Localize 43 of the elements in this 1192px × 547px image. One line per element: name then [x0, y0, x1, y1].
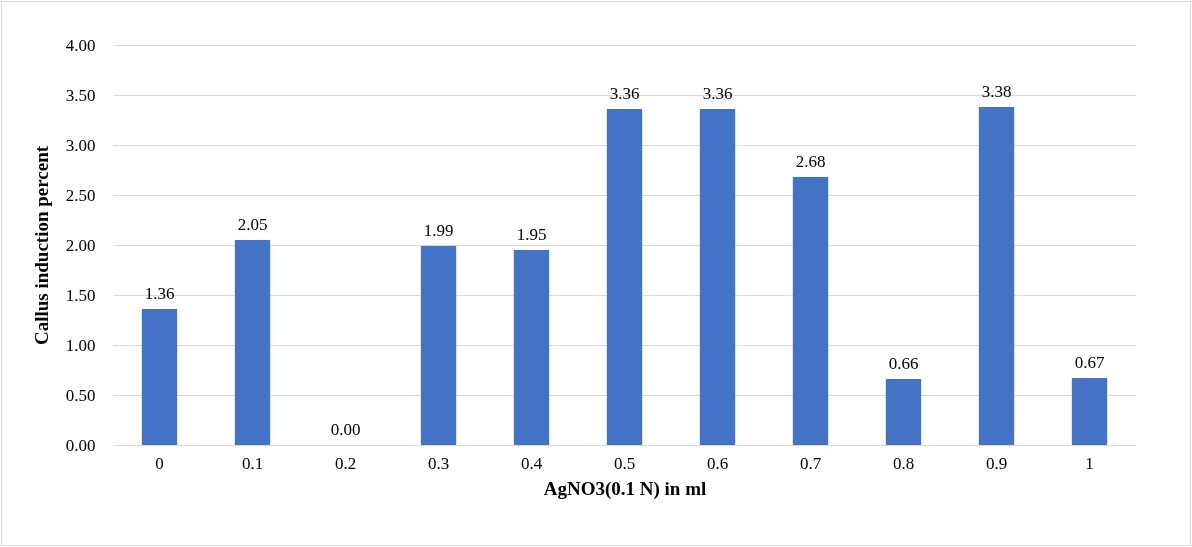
data-label: 0.00	[330, 420, 361, 439]
x-tick-label: 0.9	[985, 453, 1008, 473]
y-tick-label: 0.50	[65, 385, 96, 405]
bar	[885, 379, 922, 445]
x-tick-label: 0	[155, 453, 164, 473]
x-tick-label: 0.2	[334, 453, 357, 473]
bar	[792, 177, 829, 445]
y-tick-label: 1.00	[65, 335, 96, 355]
data-label: 1.99	[423, 221, 454, 240]
bar	[1071, 378, 1108, 445]
bar	[513, 250, 550, 445]
bar	[234, 240, 271, 445]
data-label: 3.38	[981, 82, 1012, 101]
x-tick-label: 0.4	[520, 453, 543, 473]
data-label: 2.68	[795, 152, 826, 171]
data-label: 1.95	[516, 225, 547, 244]
bar	[978, 107, 1015, 445]
data-label: 1.36	[144, 284, 175, 303]
y-axis-title: Callus induction percent	[30, 145, 52, 346]
y-tick-label: 3.50	[65, 85, 96, 105]
x-tick-label: 0.5	[613, 453, 636, 473]
x-tick-label: 0.1	[241, 453, 264, 473]
y-tick-label: 0.00	[65, 435, 96, 455]
y-tick-label: 2.00	[65, 235, 96, 255]
data-label: 3.36	[609, 84, 640, 103]
data-label: 3.36	[702, 84, 733, 103]
x-tick-label: 0.6	[706, 453, 729, 473]
x-tick-label: 0.8	[892, 453, 915, 473]
bar	[606, 109, 643, 445]
y-tick-label: 1.50	[65, 285, 96, 305]
x-tick-label: 1	[1085, 453, 1094, 473]
bar	[699, 109, 736, 445]
x-tick-label: 0.7	[799, 453, 822, 473]
data-label: 0.66	[888, 354, 919, 373]
y-tick-label: 3.00	[65, 135, 96, 155]
data-label: 2.05	[237, 215, 268, 234]
x-axis-title: AgNO3(0.1 N) in ml	[543, 477, 707, 500]
x-tick-label: 0.3	[427, 453, 450, 473]
bar	[141, 309, 178, 445]
bar	[420, 246, 457, 445]
y-tick-label: 2.50	[65, 185, 96, 205]
y-tick-label: 4.00	[65, 35, 96, 55]
data-label: 0.67	[1074, 353, 1105, 372]
